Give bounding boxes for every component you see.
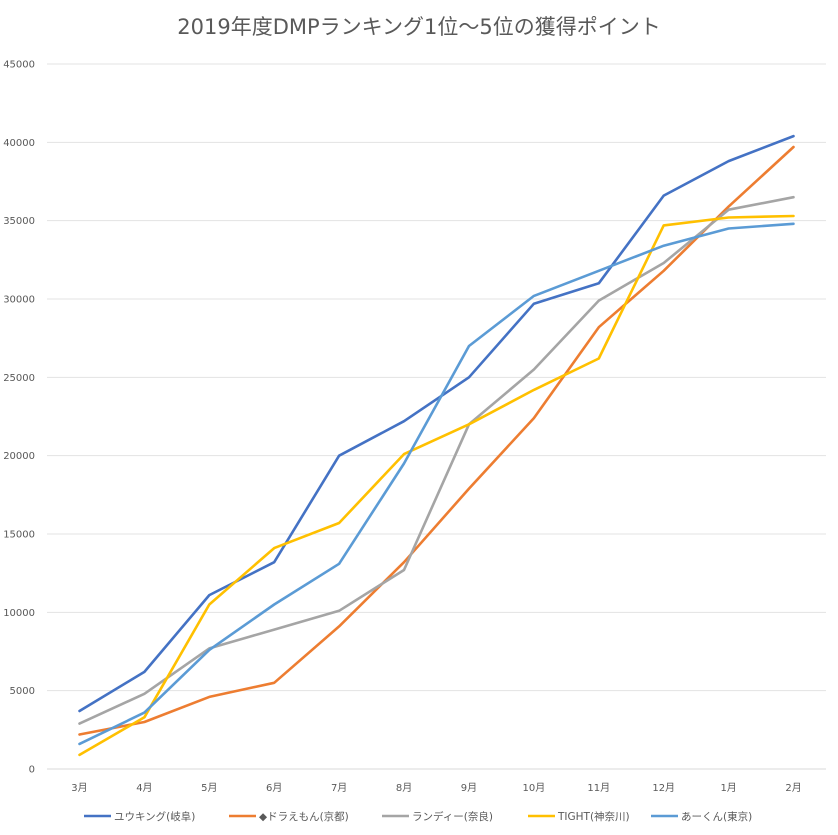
- y-tick-label: 35000: [3, 216, 35, 227]
- y-tick-label: 20000: [3, 451, 35, 462]
- legend-label: あーくん(東京): [681, 810, 752, 823]
- x-tick-label: 9月: [461, 782, 477, 794]
- x-tick-label: 3月: [71, 782, 87, 794]
- series-line-4: [78, 214, 795, 757]
- y-tick-label: 15000: [3, 530, 35, 541]
- x-tick-label: 10月: [523, 782, 546, 794]
- x-tick-label: 6月: [266, 782, 282, 794]
- x-tick-label: 12月: [652, 782, 675, 794]
- legend-label: ランディー(奈良): [412, 810, 493, 823]
- series-line-2: [78, 145, 795, 736]
- chart-title: 2019年度DMPランキング1位〜5位の獲得ポイント: [177, 15, 661, 39]
- gridlines: [47, 63, 826, 770]
- x-tick-label: 5月: [201, 782, 217, 794]
- x-tick-label: 8月: [396, 782, 412, 794]
- x-tick-label: 11月: [587, 782, 610, 794]
- y-tick-label: 10000: [3, 608, 35, 619]
- series-line-3: [78, 195, 795, 725]
- series-line-5: [78, 222, 795, 746]
- x-tick-label: 7月: [331, 782, 347, 794]
- legend-label: ユウキング(岐阜): [114, 810, 195, 823]
- y-tick-label: 45000: [3, 60, 35, 71]
- y-tick-label: 0: [29, 765, 35, 776]
- y-axis: 0 5000 10000 15000 20000 25000 30000 35000 40000…: [3, 60, 35, 776]
- y-tick-label: 30000: [3, 295, 35, 306]
- legend: ユウキング(岐阜) ◆ドラえもん(京都) ランディー(奈良) TIGHT(神奈川) あー…: [84, 810, 752, 823]
- x-tick-label: 2月: [785, 782, 801, 794]
- x-tick-label: 1月: [720, 782, 736, 794]
- y-tick-label: 5000: [10, 686, 35, 697]
- y-tick-label: 40000: [3, 138, 35, 149]
- legend-label: ◆ドラえもん(京都): [259, 810, 349, 823]
- x-axis: 3月 4月 5月 6月 7月 8月 9月 10月 11月 12月 1月 2月: [71, 782, 801, 794]
- legend-label: TIGHT(神奈川): [557, 810, 630, 823]
- series-line-1: [78, 134, 795, 713]
- series-lines: [78, 134, 795, 757]
- x-tick-label: 4月: [136, 782, 152, 794]
- y-tick-label: 25000: [3, 373, 35, 384]
